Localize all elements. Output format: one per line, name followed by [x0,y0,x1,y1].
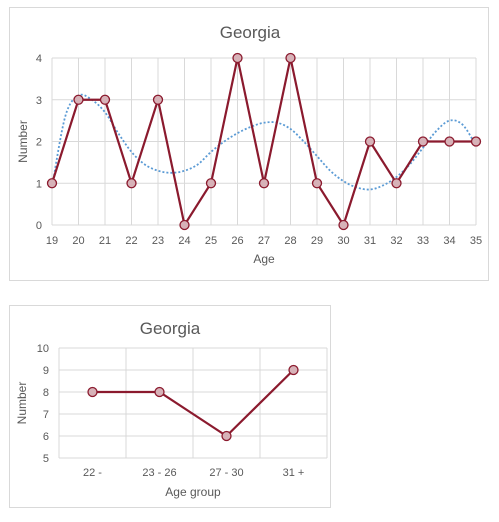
x-tick-label: 21 [99,235,111,247]
x-tick-label: 19 [46,235,58,247]
data-point [232,52,243,64]
x-tick-label: 25 [205,235,217,247]
data-point [288,364,299,376]
y-tick-label: 8 [43,387,49,399]
x-tick-label: 24 [178,235,190,247]
x-tick-label: 29 [311,235,323,247]
y-tick-label: 9 [43,365,49,377]
data-point [444,136,455,147]
x-tick-label: 33 [417,235,429,247]
x-axis-title: Age [253,252,275,266]
data-point [417,136,429,147]
data-point [311,178,323,189]
y-tick-label: 2 [36,137,42,149]
data-point [46,178,58,189]
x-tick-label: 32 [390,235,402,247]
data-point [154,386,165,398]
chart-title: Georgia [220,23,281,42]
y-tick-label: 10 [37,343,49,355]
x-tick-label: 26 [231,235,243,247]
data-point [338,219,349,231]
data-point [258,178,270,189]
x-axis-title: Age group [165,485,221,499]
x-tick-label: 28 [284,235,296,247]
x-tick-label: 27 - 30 [209,467,243,479]
data-point [73,94,84,105]
data-point [205,178,217,189]
data-point [470,136,482,147]
y-tick-label: 6 [43,431,49,443]
x-tick-label: 35 [470,235,482,247]
y-tick-label: 0 [36,220,42,232]
y-tick-label: 5 [43,453,49,465]
data-point [87,386,98,398]
data-point [99,94,111,105]
x-tick-label: 31 [364,235,376,247]
x-tick-label: 34 [443,235,455,247]
x-tick-label: 23 [152,235,164,247]
data-point [126,178,137,189]
y-tick-label: 1 [36,178,42,190]
y-tick-label: 7 [43,409,49,421]
data-point [179,219,190,231]
x-tick-label: 20 [72,235,84,247]
chart-title: Georgia [140,319,201,338]
data-point [285,52,296,64]
data-point [391,178,402,189]
x-tick-label: 30 [337,235,349,247]
x-tick-label: 22 - [83,467,102,479]
y-tick-label: 4 [36,53,42,65]
x-tick-label: 22 [125,235,137,247]
y-tick-label: 3 [36,95,42,107]
chart-bottom: Georgia 5 6 7 8 9 10 22 - 23 - 26 27 - 30 31 + A… [15,319,328,499]
x-tick-label: 31 + [283,467,305,479]
data-point [152,94,164,105]
x-tick-label: 23 - 26 [142,467,176,479]
y-axis-title: Number [15,382,29,425]
data-point [221,430,232,442]
y-axis-title: Number [16,120,30,163]
chart-bottom-panel: Georgia 5 6 7 8 9 10 22 - 23 - 26 27 - 30 31 + A… [9,305,331,508]
data-point [364,136,376,147]
x-tick-label: 27 [258,235,270,247]
series-line [92,369,295,438]
